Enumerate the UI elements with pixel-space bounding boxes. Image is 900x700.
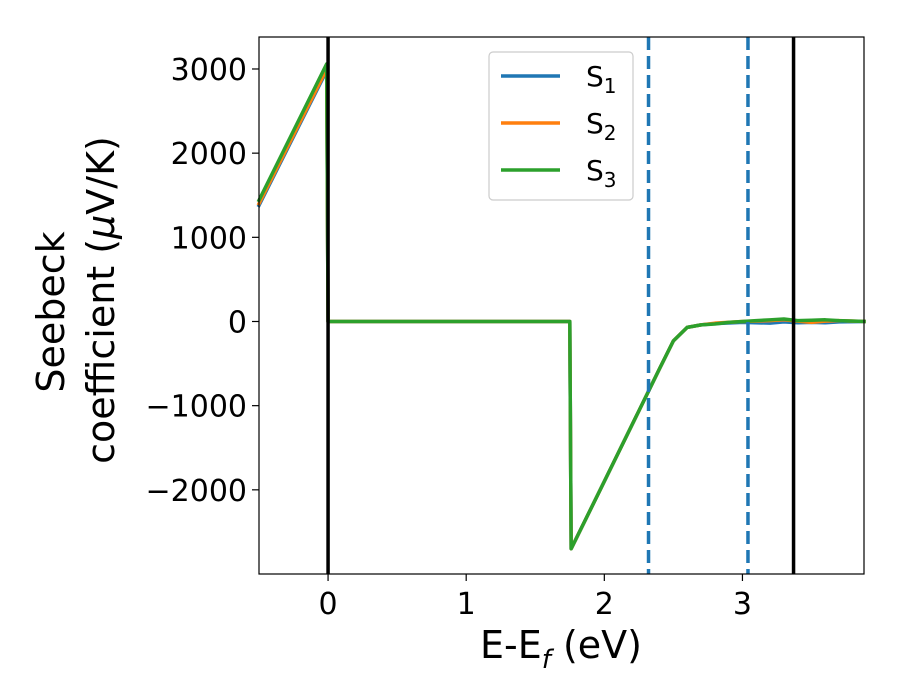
y-tick-label: −2000 [146,474,247,509]
legend-label-s1: S1 [586,60,617,98]
x-tick-label: 3 [733,587,752,622]
x-tick-label: 1 [457,587,476,622]
plot-frame [258,36,865,575]
y-axis-title: Seebeck coefficient (μV/K) [29,136,123,464]
ticks-layer: 0 1 2 3 −2000 −1000 0 1000 2000 3000 [146,53,752,622]
y-axis-title-line1: Seebeck [29,231,73,392]
legend-label-s2: S2 [586,107,617,145]
legend-frame [488,51,634,201]
x-axis-title: E-Ef (eV) [480,623,642,675]
axes-layer [258,36,865,575]
series-layer [256,37,866,574]
x-tick-label: 0 [319,587,338,622]
y-tick-label: 2000 [171,137,247,172]
legend-label-s3: S3 [586,154,617,192]
y-tick-label: 0 [228,305,247,340]
x-tick-label: 2 [595,587,614,622]
y-tick-label: 3000 [171,53,247,88]
y-tick-label: 1000 [171,221,247,256]
y-tick-label: −1000 [146,390,247,425]
series-line-s3 [256,62,866,551]
legend: S1 S2 S3 [488,51,634,201]
y-axis-title-line2: coefficient (μV/K) [79,136,123,464]
